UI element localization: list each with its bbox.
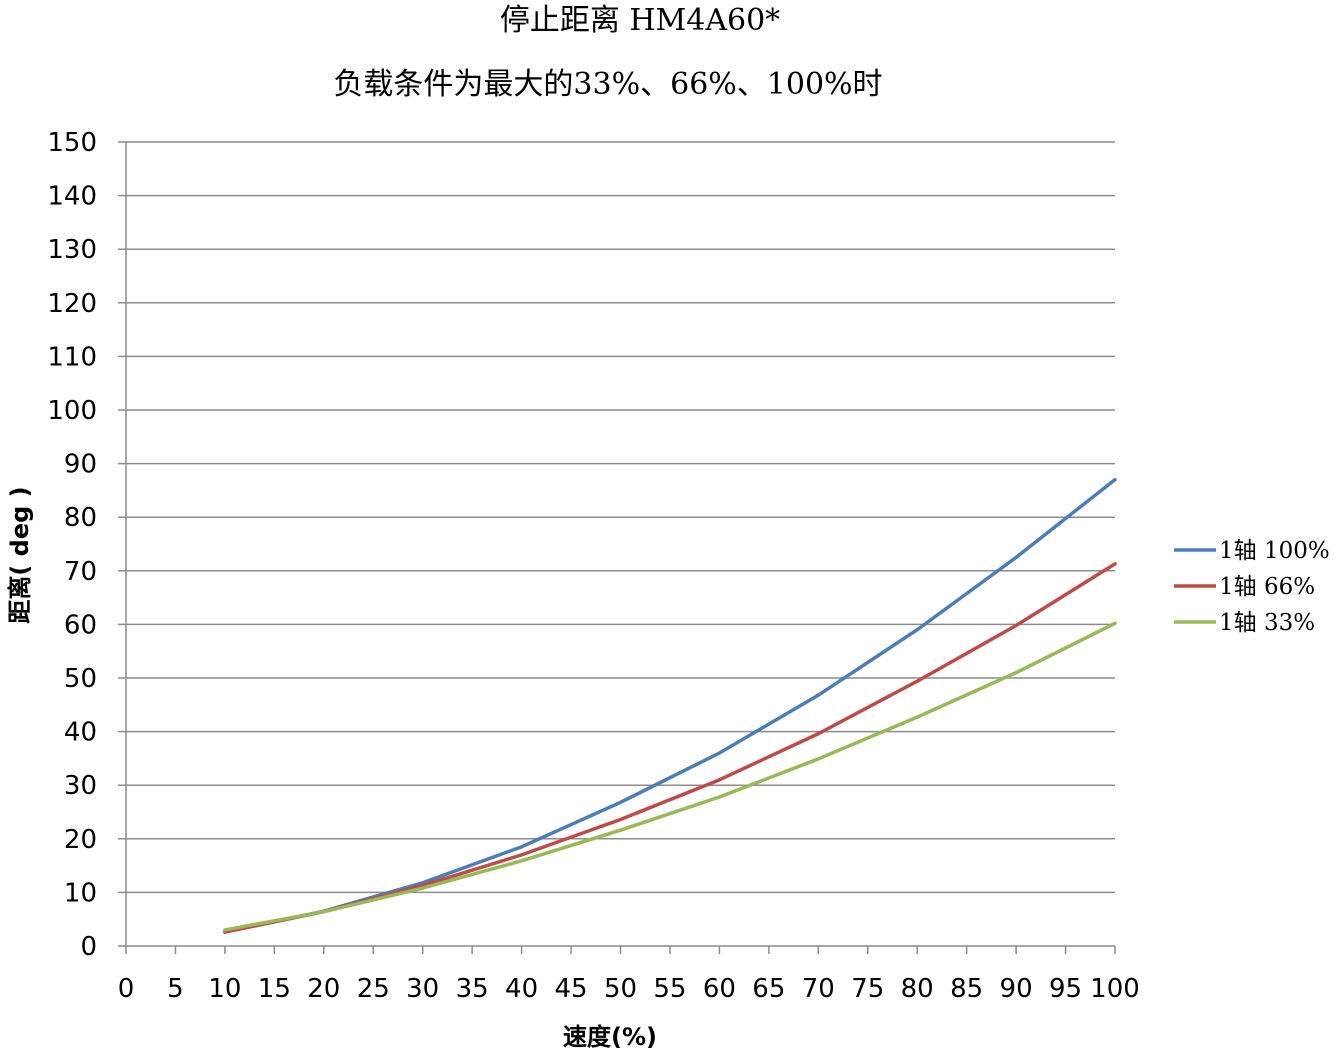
x-tick-label: 95 (1049, 974, 1082, 1004)
y-tick-label: 120 (47, 289, 97, 319)
y-tick-label: 30 (64, 771, 97, 801)
y-tick-label: 60 (64, 610, 97, 640)
x-tick-label: 100 (1090, 974, 1140, 1004)
y-axis-title: 距离( deg ) (6, 486, 34, 623)
x-tick-label: 70 (802, 974, 835, 1004)
x-tick-label: 35 (456, 974, 489, 1004)
x-tick-label: 5 (167, 974, 184, 1004)
series-lines (223, 477, 1117, 934)
y-tick-label: 20 (64, 825, 97, 855)
y-tick-label: 50 (64, 664, 97, 694)
y-tick-label: 140 (47, 182, 97, 212)
x-tick-label: 25 (357, 974, 390, 1004)
y-tick-label: 90 (64, 450, 97, 480)
y-tick-label: 110 (47, 342, 97, 372)
series-line-3 (223, 621, 1117, 932)
x-tick-label: 45 (555, 974, 588, 1004)
x-tick-label: 85 (950, 974, 983, 1004)
series-line-2 (223, 562, 1117, 934)
x-tick-label: 90 (1000, 974, 1033, 1004)
x-tick-label: 0 (118, 974, 135, 1004)
y-tick-label: 100 (47, 396, 97, 426)
chart-title: 停止距离 HM4A60* (500, 3, 780, 38)
legend-label-1: 1轴 100% (1219, 538, 1330, 564)
y-tick-label: 130 (47, 235, 97, 265)
x-tick-label: 40 (505, 974, 538, 1004)
x-tick-label: 75 (851, 974, 884, 1004)
y-tick-label: 150 (47, 128, 97, 158)
legend-label-2: 1轴 66% (1219, 574, 1315, 600)
y-tick-label: 0 (80, 932, 97, 962)
grid-lines (126, 141, 1115, 894)
y-tick-label: 80 (64, 503, 97, 533)
x-axis-title: 速度(%) (563, 1023, 657, 1051)
y-tick-label: 10 (64, 878, 97, 908)
x-tick-label: 30 (406, 974, 439, 1004)
x-tick-label: 50 (604, 974, 637, 1004)
y-tick-label: 70 (64, 557, 97, 587)
y-tick-labels: 0 10 20 30 40 50 60 70 80 90 100 110 120 130 140 150 (47, 128, 97, 962)
x-tick-label: 65 (752, 974, 785, 1004)
chart-subtitle: 负载条件为最大的33%、66%、100%时 (333, 67, 882, 102)
x-tick-label: 10 (208, 974, 241, 1004)
y-tick-label: 40 (64, 718, 97, 748)
x-tick-label: 80 (901, 974, 934, 1004)
x-tick-label: 15 (258, 974, 291, 1004)
legend: 1轴 100% 1轴 66% 1轴 33% (1174, 538, 1330, 636)
axes (118, 141, 1116, 954)
x-tick-label: 20 (307, 974, 340, 1004)
x-tick-label: 55 (653, 974, 686, 1004)
legend-label-3: 1轴 33% (1219, 610, 1315, 636)
x-tick-label: 60 (703, 974, 736, 1004)
x-tick-labels: 0 5 10 15 20 25 30 35 40 45 50 55 60 65 70 75 80 85 90 95 10… (118, 974, 1140, 1004)
series-line-1 (223, 477, 1117, 934)
